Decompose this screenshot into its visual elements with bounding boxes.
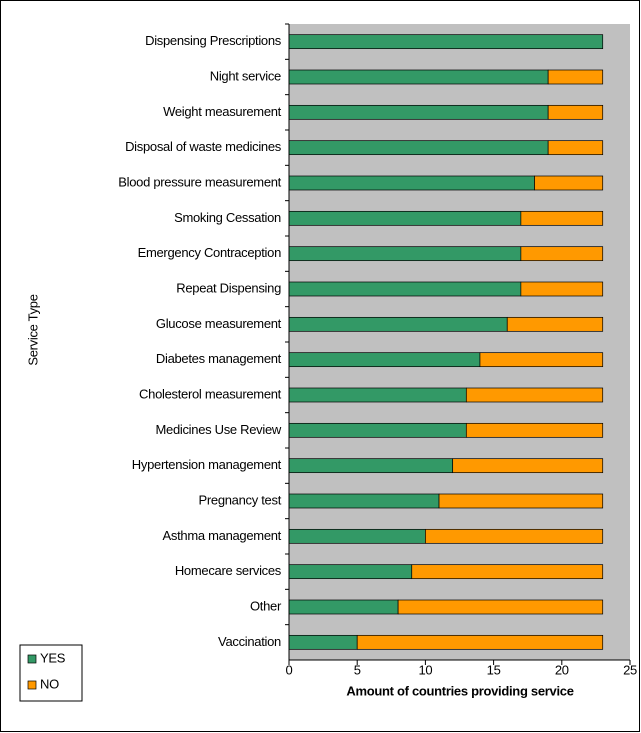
x-tick-label: 20 <box>555 662 569 677</box>
bar-segment <box>288 140 549 156</box>
bar-segment <box>465 422 604 438</box>
x-tick-label: 25 <box>623 662 637 677</box>
bar-segment <box>520 281 604 297</box>
legend-swatch <box>27 680 37 690</box>
bar-segment <box>452 458 604 474</box>
bar-segment <box>547 104 604 120</box>
y-tick-label: Medicines Use Review <box>156 422 282 437</box>
x-tick-label: 5 <box>354 662 361 677</box>
bar-segment <box>288 422 467 438</box>
y-tick-label: Disposal of waste medicines <box>125 139 282 154</box>
y-tick-label: Cholesterol measurement <box>139 386 282 401</box>
x-axis-label: Amount of countries providing service <box>346 683 573 698</box>
y-tick-label: Homecare services <box>175 563 282 578</box>
x-tick-label: 15 <box>487 662 501 677</box>
y-tick-label: Pregnancy test <box>198 492 281 507</box>
bar-segment <box>288 316 508 332</box>
bar-segment <box>288 104 549 120</box>
bar-segment <box>288 387 467 403</box>
x-tick-label: 0 <box>286 662 293 677</box>
y-axis-label: Service Type <box>25 294 40 365</box>
legend-swatch <box>27 654 37 664</box>
x-tick-label: 10 <box>418 662 432 677</box>
y-tick-label: Smoking Cessation <box>174 210 281 225</box>
bar-segment <box>288 352 481 368</box>
bar-segment <box>411 564 604 580</box>
bar-segment <box>288 69 549 85</box>
bar-segment <box>288 34 604 50</box>
bar-segment <box>534 175 604 191</box>
bar-segment <box>520 210 604 226</box>
plot-area <box>289 24 630 660</box>
y-tick-label: Weight measurement <box>163 104 282 119</box>
bar-segment <box>288 634 358 650</box>
bar-segment <box>438 493 604 509</box>
bar-segment <box>479 352 604 368</box>
legend-label: YES <box>40 650 66 665</box>
bar-segment <box>356 634 604 650</box>
bar-segment <box>288 246 522 262</box>
y-tick-label: Dispensing Prescriptions <box>145 33 282 48</box>
bar-segment <box>288 281 522 297</box>
bar-segment <box>425 528 604 544</box>
bar-segment <box>465 387 604 403</box>
y-tick-label: Other <box>250 598 282 613</box>
y-tick-label: Emergency Contraception <box>138 245 281 260</box>
bar-segment <box>288 175 535 191</box>
legend-label: NO <box>40 676 59 691</box>
bar-segment <box>520 246 604 262</box>
y-tick-label: Diabetes management <box>156 351 282 366</box>
bar-segment <box>288 528 426 544</box>
bar-segment <box>397 599 604 615</box>
bar-segment <box>547 69 604 85</box>
bar-segment <box>288 210 522 226</box>
y-tick-label: Repeat Dispensing <box>176 280 281 295</box>
y-tick-label: Hypertension management <box>132 457 282 472</box>
bar-segment <box>547 140 604 156</box>
y-tick-label: Night service <box>210 68 281 83</box>
bar-segment <box>506 316 604 332</box>
bar-segment <box>288 564 413 580</box>
y-tick-label: Glucose measurement <box>156 316 282 331</box>
y-tick-label: Blood pressure measurement <box>118 174 281 189</box>
y-tick-label: Vaccination <box>218 634 281 649</box>
bar-segment <box>288 458 454 474</box>
bar-segment <box>288 599 399 615</box>
bar-segment <box>288 493 440 509</box>
legend <box>19 644 83 702</box>
y-tick-label: Asthma management <box>163 528 282 543</box>
